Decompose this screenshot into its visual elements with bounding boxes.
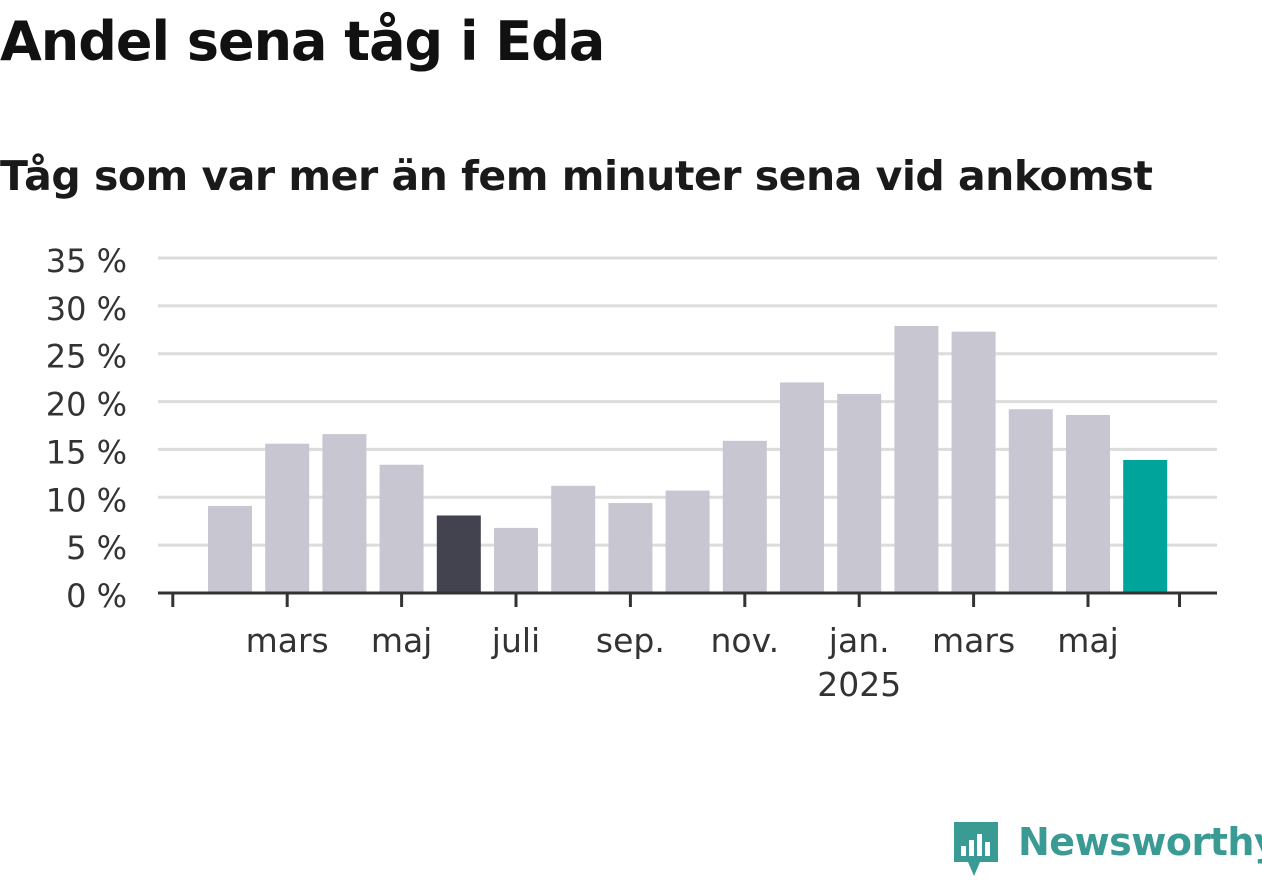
y-tick-label: 25 % (46, 338, 127, 376)
bar (436, 515, 481, 593)
chart-subtitle: Tåg som var mer än fem minuter sena vid … (0, 152, 1153, 200)
bars (208, 325, 1168, 593)
bar (379, 464, 424, 593)
bar (1066, 414, 1110, 593)
y-axis-labels: 0 % 5 % 10 % 15 % 20 % 25 % 30 % 35 % (46, 242, 127, 615)
y-tick-label: 0 % (66, 577, 127, 615)
y-tick-label: 35 % (46, 242, 127, 280)
y-tick-label: 15 % (46, 433, 127, 471)
chart-title: Andel sena tåg i Eda (0, 10, 605, 73)
x-tick-label: maj (1057, 621, 1119, 660)
newsworthy-logo-icon (954, 822, 998, 876)
bar (208, 505, 252, 593)
bar (780, 382, 824, 593)
bar (665, 490, 710, 593)
y-tick-label: 30 % (46, 290, 127, 328)
newsworthy-logo: Newsworthy (950, 818, 1262, 880)
x-tick-label: jan. (828, 621, 890, 660)
y-tick-label: 20 % (46, 386, 127, 424)
x-tick-label: maj (371, 621, 433, 660)
logo-wordmark: Newsworthy (1018, 820, 1262, 864)
x-tick-label: juli (491, 621, 540, 660)
x-tick-label: nov. (711, 621, 780, 660)
y-tick-label: 5 % (66, 529, 127, 567)
bar (1008, 409, 1053, 593)
y-tick-label: 10 % (46, 481, 127, 519)
bar (494, 527, 538, 593)
bar (837, 393, 882, 593)
x-tick-label: mars (246, 621, 329, 660)
bar (551, 485, 596, 593)
bar (608, 503, 653, 593)
bar (894, 325, 939, 593)
bar (722, 440, 767, 593)
bar (951, 331, 996, 593)
x-axis-labels: mars maj juli sep. nov. jan. 2025 mars maj (246, 593, 1119, 704)
bar (322, 434, 367, 593)
x-tick-label: sep. (596, 621, 665, 660)
bar (1123, 459, 1168, 593)
x-tick-year-label: 2025 (817, 665, 901, 704)
x-axis (158, 591, 1217, 607)
x-tick-label: mars (932, 621, 1015, 660)
bar (265, 443, 310, 593)
